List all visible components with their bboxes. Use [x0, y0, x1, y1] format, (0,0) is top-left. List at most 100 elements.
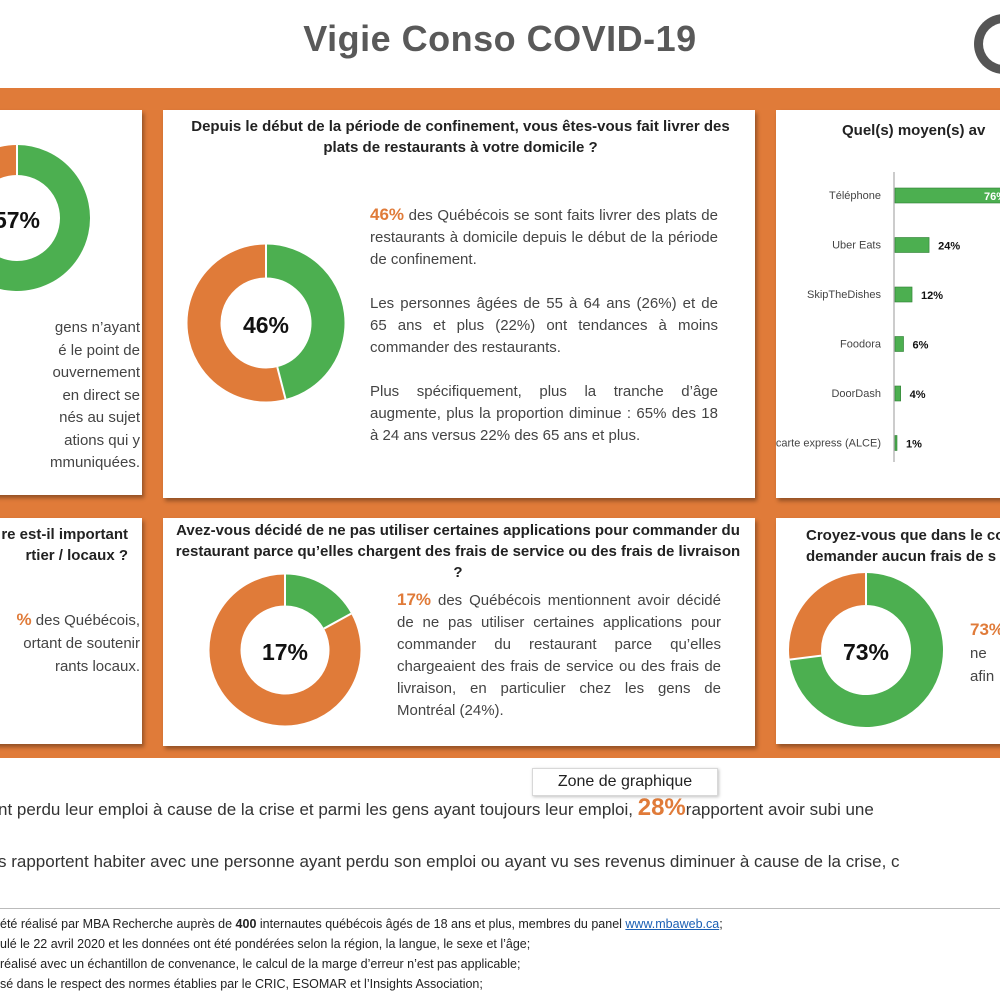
category-label: Uber Eats — [832, 240, 881, 252]
bar[interactable] — [894, 286, 913, 303]
donut-slice-non[interactable] — [209, 574, 361, 726]
bar[interactable] — [894, 237, 930, 253]
left-top-text: gens n’ayant é le point de ouvernement e… — [0, 317, 140, 475]
highlight-percent: % — [16, 610, 32, 629]
category-label: Foodora — [840, 339, 882, 351]
summary-line-1: nt perdu leur emploi à cause de la crise… — [0, 794, 874, 822]
question-text: Avez-vous décidé de ne pas utiliser cert… — [175, 522, 741, 581]
panel-link[interactable]: www.mbaweb.ca — [625, 917, 720, 931]
bar-value-label: 12% — [921, 290, 943, 302]
summary-line-2: s rapportent habiter avec une personne a… — [0, 852, 900, 871]
question-line: rtier / locaux ? — [25, 547, 128, 564]
question-line: demander aucun frais de s — [806, 548, 997, 565]
panel-right-bottom[interactable]: Croyez-vous que dans le co demander aucu… — [776, 518, 1000, 744]
bar-value-label: 1% — [906, 439, 922, 451]
donut-chart-left-top[interactable]: 57% — [0, 110, 142, 330]
panel-left-top[interactable]: 57% gens n’ayant é le point de ouverneme… — [0, 110, 142, 495]
footnote-2: ulé le 22 avril 2020 et les données ont … — [0, 937, 531, 951]
category-label: Téléphone — [829, 190, 881, 202]
panel-right-top[interactable]: Quel(s) moyen(s) av Téléphone 76% Uber Eat… — [776, 110, 1000, 498]
bar[interactable] — [894, 187, 1000, 204]
category-label: DoorDash — [831, 388, 881, 400]
text-line: afin — [970, 668, 995, 685]
donut-chart-center-top[interactable]: 46% — [183, 240, 353, 410]
text-line: rants locaux. — [54, 658, 140, 675]
right-bottom-text: 73% ne afin — [970, 618, 1000, 688]
summary-text: rapportent avoir subi une — [685, 800, 874, 819]
highlight-percent: 46% — [370, 205, 405, 224]
paragraph-3: Plus spécifiquement, plus la tranche d’â… — [370, 383, 718, 444]
text-line: gens n’ayant — [54, 319, 140, 336]
question-line: Croyez-vous que dans le co — [806, 527, 1000, 544]
left-bottom-text: % des Québécois, ortant de soutenir rant… — [0, 608, 140, 678]
donut-slice-oui[interactable] — [0, 145, 90, 291]
highlight-percent: 28% — [637, 794, 686, 821]
paragraph-1: des Québécois se sont faits livrer des p… — [370, 207, 718, 268]
divider — [0, 908, 1000, 909]
text-line: ations qui y — [64, 431, 140, 449]
text-line: nés au sujet — [59, 409, 140, 426]
donut-chart-center-bottom[interactable]: 17% — [203, 570, 373, 740]
footnote-3: réalisé avec un échantillon de convenanc… — [0, 957, 521, 971]
panel-center-top[interactable]: Depuis le début de la période de confine… — [163, 110, 755, 498]
donut-slice-oui[interactable] — [789, 573, 943, 727]
panel-left-bottom[interactable]: re est-il important rtier / locaux ? % d… — [0, 518, 142, 744]
donut-slice-oui[interactable] — [265, 244, 345, 400]
bar-value-label: 76% — [984, 191, 1000, 203]
bar-value-label: 6% — [913, 340, 929, 352]
bar-value-label: 24% — [938, 241, 960, 253]
bar[interactable] — [894, 385, 901, 402]
footnote-4: sé dans le respect des normes établies p… — [0, 977, 483, 991]
paragraph-1: des Québécois mentionnent avoir décidé d… — [397, 592, 721, 719]
bar[interactable] — [894, 435, 898, 451]
footnote-1: été réalisé par MBA Recherche auprès de … — [0, 917, 723, 931]
question-line: re est-il important — [1, 526, 128, 543]
text-line: ouvernement — [52, 364, 140, 381]
bar[interactable] — [894, 336, 904, 352]
donut-label: 57% — [0, 207, 40, 233]
donut-left-top-group — [0, 145, 90, 291]
donut-chart-right-bottom[interactable]: 73% — [784, 568, 954, 738]
donut-separator — [276, 366, 287, 400]
question-text: Croyez-vous que dans le co demander aucu… — [806, 525, 1000, 567]
footnote-text: ; — [719, 917, 723, 931]
highlight-percent: 73% — [970, 620, 1000, 639]
donut-label: 46% — [243, 312, 289, 338]
page-title: Vigie Conso COVID-19 — [303, 18, 697, 59]
category-label: SkipTheDishes — [807, 289, 881, 301]
chart-area-tooltip: Zone de graphique — [532, 768, 718, 796]
bar-value-label: 4% — [910, 389, 926, 401]
text-line: ortant de soutenir — [23, 635, 140, 652]
question-text: re est-il important rtier / locaux ? — [0, 524, 128, 566]
category-label: À la carte express (ALCE) — [776, 437, 881, 450]
donut-separator — [789, 654, 822, 661]
footnote-text: été réalisé par MBA Recherche auprès de — [0, 917, 236, 931]
text-line: mmuniquées. — [49, 454, 140, 471]
donut-slice-non[interactable] — [187, 244, 286, 402]
donut-slice-oui[interactable] — [284, 574, 352, 630]
description-text: 17% des Québécois mentionnent avoir déci… — [397, 589, 721, 722]
bar-chart[interactable]: Téléphone 76% Uber Eats 24% SkipTheDishes 12%… — [776, 110, 1000, 498]
donut-label: 17% — [262, 639, 308, 665]
question-text: Depuis le début de la période de confine… — [191, 118, 730, 156]
text-line: é le point de — [58, 341, 140, 359]
paragraph-2: Les personnes âgées de 55 à 64 ans (26%)… — [370, 295, 718, 356]
donut-center-bottom-group — [209, 574, 361, 726]
text-line: des Québécois, — [31, 612, 140, 629]
description-text: 46% des Québécois se sont faits livrer d… — [370, 204, 718, 447]
panel-center-bottom[interactable]: Avez-vous décidé de ne pas utiliser cert… — [163, 518, 755, 746]
text-line: ne — [970, 645, 987, 662]
donut-right-bottom-group — [789, 573, 943, 727]
summary-text: nt perdu leur emploi à cause de la crise… — [0, 800, 638, 819]
text-line: en direct se — [62, 386, 140, 404]
donut-label: 73% — [843, 639, 889, 665]
bar-chart-group: Téléphone 76% Uber Eats 24% SkipTheDishes 12%… — [776, 172, 1000, 462]
footnote-text: internautes québécois âgés de 18 ans et … — [256, 917, 626, 931]
donut-center-top-group — [187, 244, 345, 402]
footnote-bold: 400 — [235, 917, 257, 931]
donut-separator — [323, 612, 352, 630]
donut-slice-non[interactable] — [789, 573, 867, 660]
highlight-percent: 17% — [397, 590, 432, 609]
chart-title: Quel(s) moyen(s) av — [842, 122, 986, 139]
